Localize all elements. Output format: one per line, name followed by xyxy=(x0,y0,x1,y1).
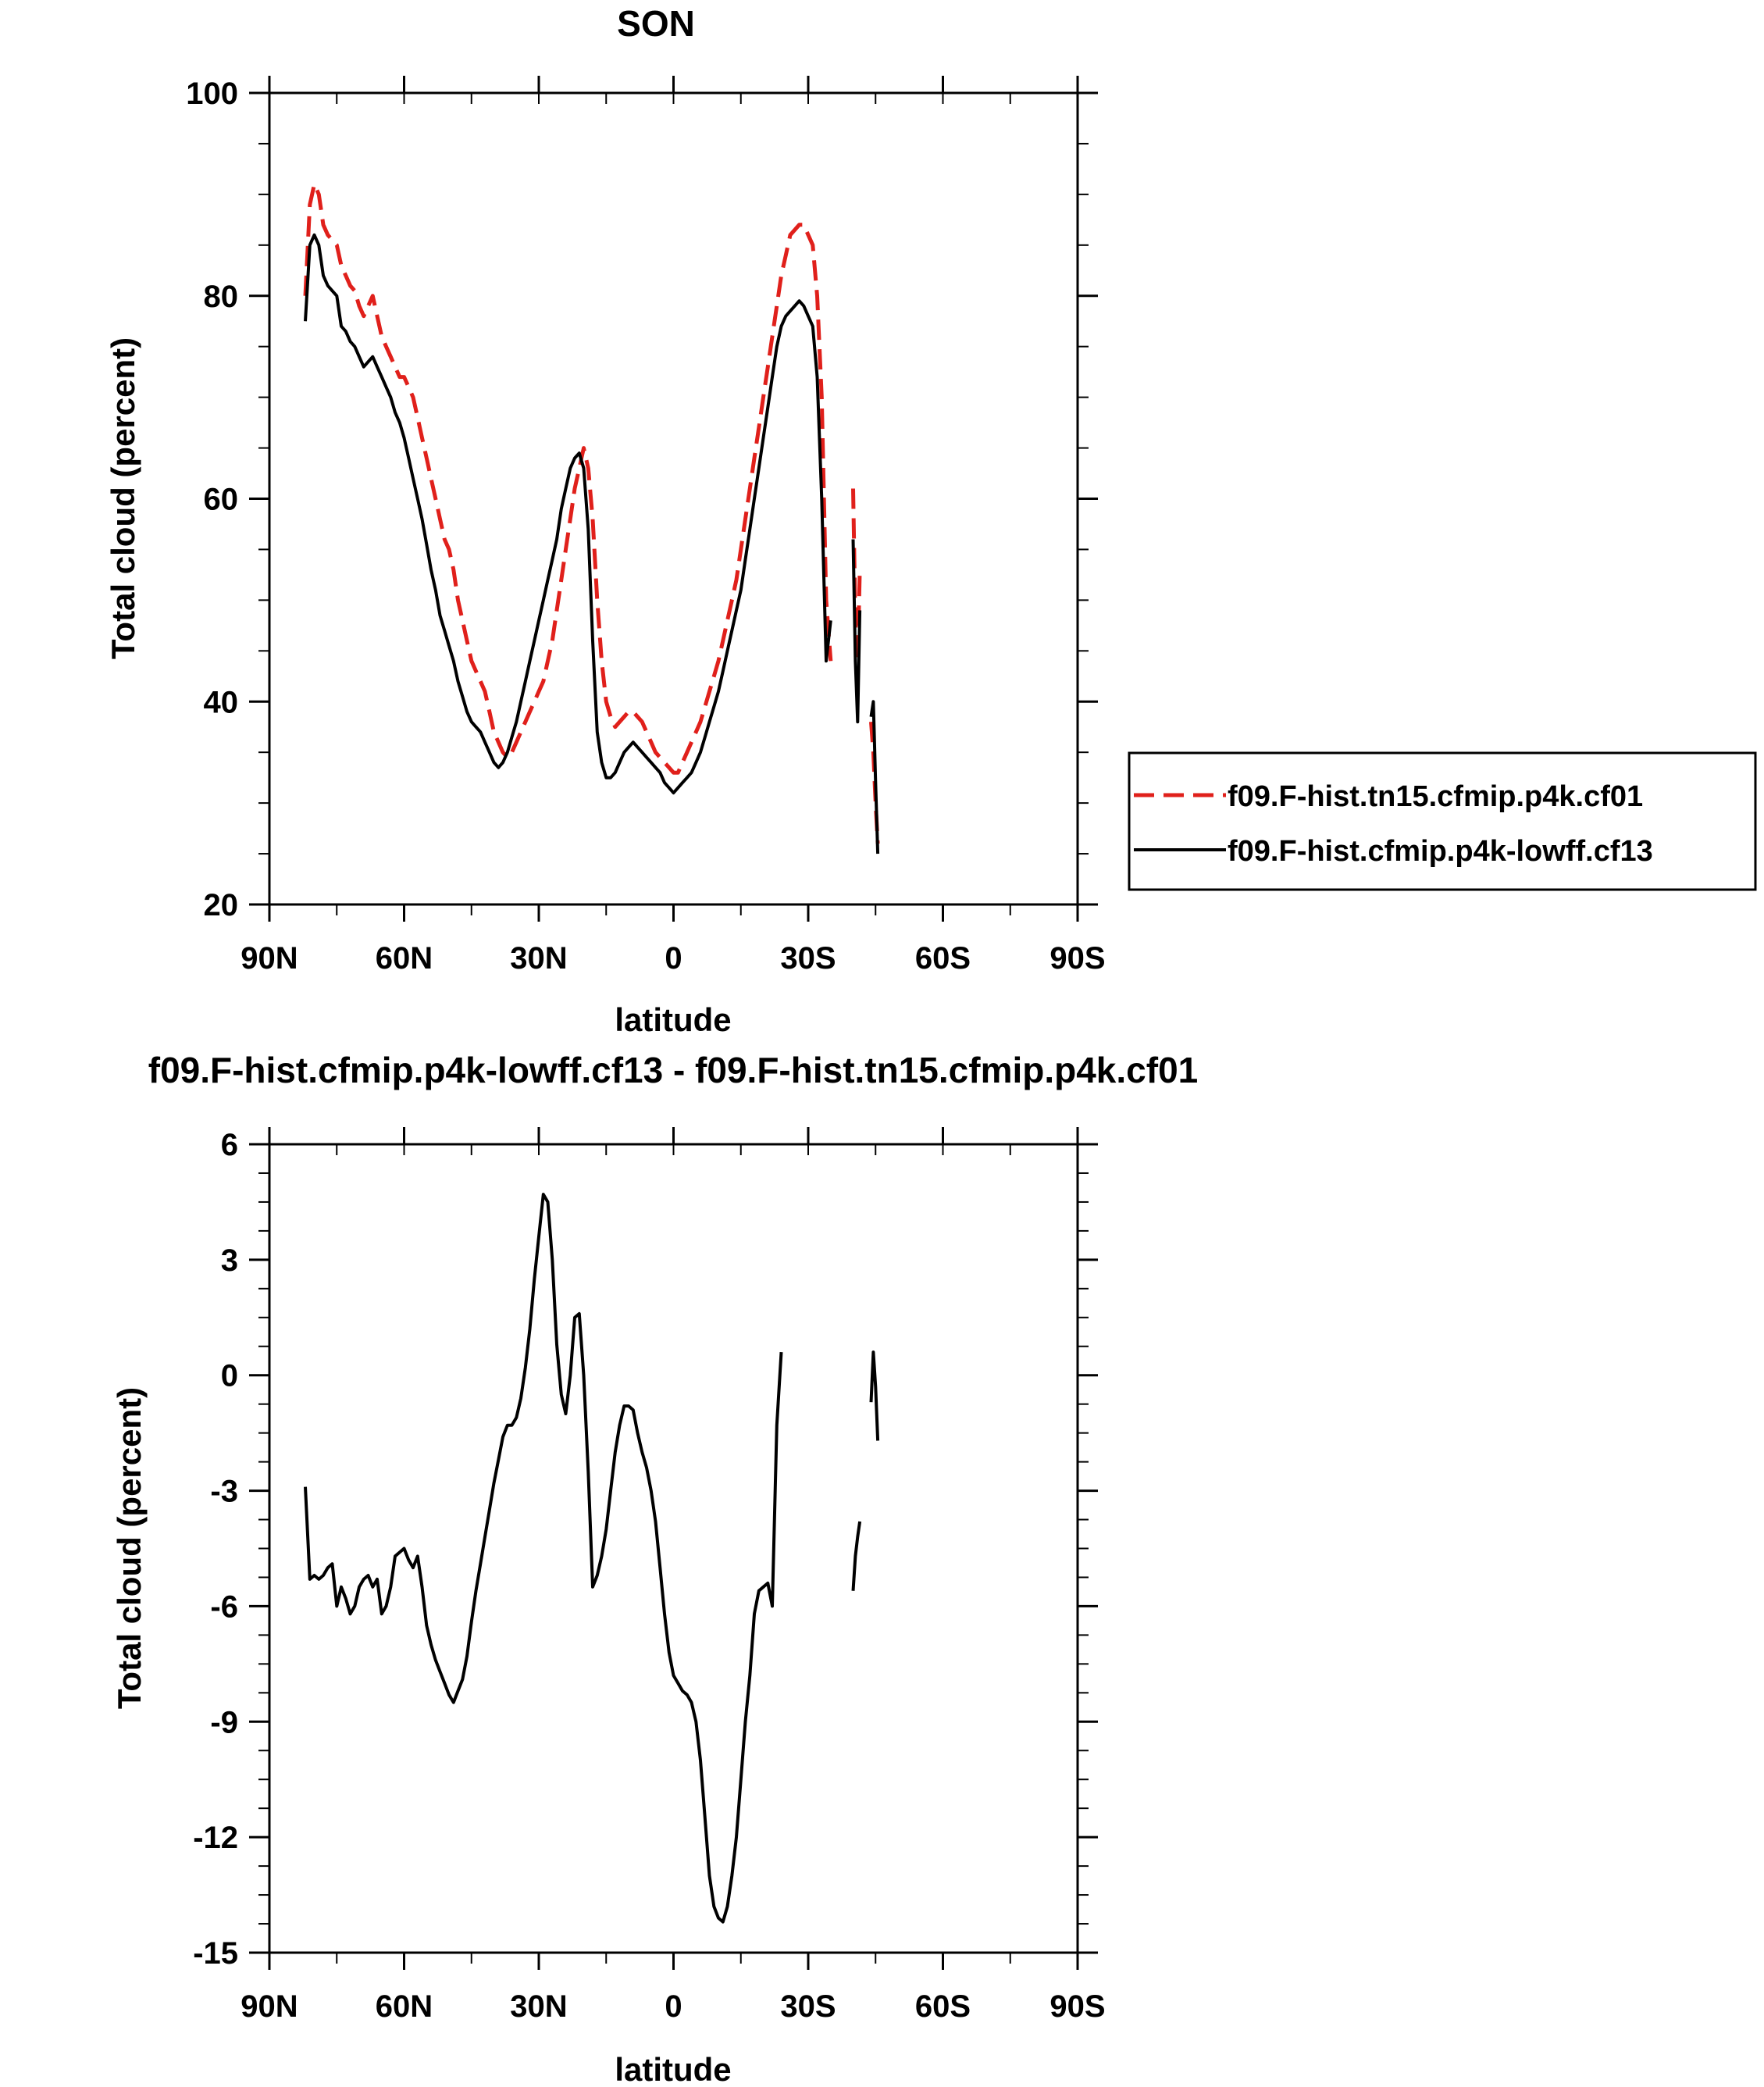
y-tick-label: 60 xyxy=(204,483,239,517)
x-tick-label: 60N xyxy=(376,941,433,976)
bottom-panel: f09.F-hist.cfmip.p4k-lowff.cf13 - f09.F-… xyxy=(111,1050,1198,2087)
top-x-axis-title: latitude xyxy=(615,1001,731,1038)
bottom-ticks: 90N 60N 30N 0 30S 60S 90S -15 -12 -9 -6 -3 0 3 6 xyxy=(193,1127,1106,2024)
top-y-axis-title: Total cloud (percent) xyxy=(105,337,141,659)
x-tick-label: 60S xyxy=(915,941,971,976)
series-0-line-segment-0 xyxy=(303,182,833,775)
x-tick-label: 30S xyxy=(780,941,836,976)
series-1-line-segment-2 xyxy=(869,700,880,854)
x-tick-label: 60N xyxy=(376,1989,433,2024)
y-tick-label: -6 xyxy=(210,1589,238,1624)
series-1-line-segment-1 xyxy=(851,539,862,724)
x-tick-label: 60S xyxy=(915,1989,971,2024)
bottom-panel-title: f09.F-hist.cfmip.p4k-lowff.cf13 - f09.F-… xyxy=(148,1050,1199,1090)
series-0-line-segment-2 xyxy=(869,1350,880,1441)
bottom-lines xyxy=(304,1193,880,1924)
top-lines xyxy=(303,182,880,854)
y-tick-label: 100 xyxy=(186,77,238,111)
x-tick-label: 0 xyxy=(665,941,682,976)
legend-label-cf13: f09.F-hist.cfmip.p4k-lowff.cf13 xyxy=(1228,835,1653,868)
y-tick-label: -3 xyxy=(210,1475,238,1509)
x-tick-label: 90S xyxy=(1049,1989,1105,2024)
y-tick-label: -12 xyxy=(193,1821,238,1855)
y-tick-label: -15 xyxy=(193,1936,238,1971)
y-tick-label: -9 xyxy=(210,1705,238,1739)
top-panel-title: SON xyxy=(617,3,695,44)
legend-label-cf01: f09.F-hist.tn15.cfmip.p4k.cf01 xyxy=(1228,780,1643,813)
top-plot-frame xyxy=(268,91,1079,906)
x-tick-label: 0 xyxy=(665,1989,682,2024)
y-tick-label: 0 xyxy=(221,1359,238,1393)
top-ticks: 90N 60N 30N 0 30S 60S 90S 20 40 60 80 100 xyxy=(186,76,1106,976)
y-tick-label: 80 xyxy=(204,280,239,314)
x-tick-label: 90S xyxy=(1049,941,1105,976)
bottom-plot-frame xyxy=(268,1143,1079,1954)
bottom-x-axis-title: latitude xyxy=(615,2051,731,2087)
y-tick-label: 20 xyxy=(204,888,239,922)
y-tick-label: 6 xyxy=(221,1128,238,1162)
top-panel: SON 90N 60N 30N 0 30S 60S 90S 20 40 60 80 100 latit… xyxy=(105,3,1106,1038)
x-tick-label: 30N xyxy=(510,941,567,976)
x-tick-label: 90N xyxy=(241,941,298,976)
legend-box xyxy=(1128,751,1757,891)
y-tick-label: 40 xyxy=(204,685,239,719)
bottom-y-axis-title: Total cloud (percent) xyxy=(111,1387,148,1709)
x-tick-label: 30N xyxy=(510,1989,567,2024)
y-tick-label: 3 xyxy=(221,1243,238,1278)
series-0-line-segment-1 xyxy=(851,1521,862,1591)
legend: f09.F-hist.tn15.cfmip.p4k.cf01 f09.F-his… xyxy=(1128,751,1757,891)
series-1-line-segment-0 xyxy=(304,233,832,795)
series-0-line-segment-0 xyxy=(304,1193,783,1924)
x-tick-label: 90N xyxy=(241,1989,298,2024)
x-tick-label: 30S xyxy=(780,1989,836,2024)
